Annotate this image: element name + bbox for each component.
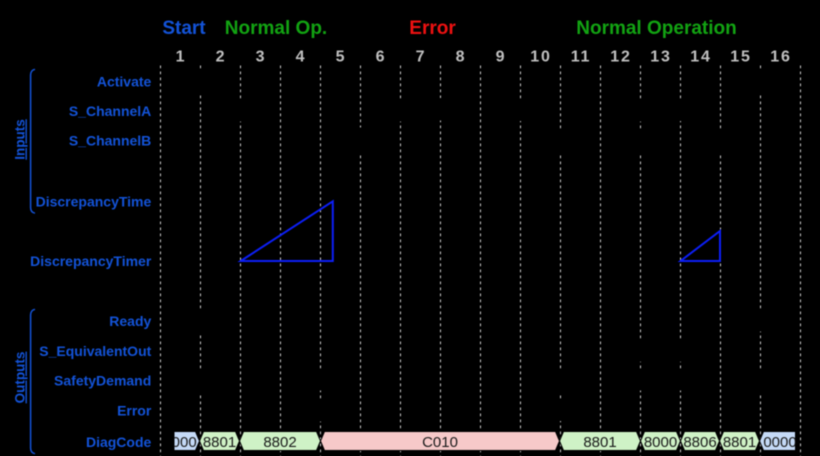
svg-text:8801: 8801 [583,434,616,451]
svg-text:8000: 8000 [644,434,677,451]
svg-text:S_ChannelA: S_ChannelA [69,103,151,119]
svg-text:8802: 8802 [263,434,296,451]
svg-text:4: 4 [296,49,307,66]
svg-text:1: 1 [176,49,187,66]
svg-text:14: 14 [690,49,711,66]
svg-text:0000: 0000 [763,434,796,451]
svg-text:13: 13 [650,49,671,66]
svg-text:Error: Error [409,18,456,39]
svg-text:7: 7 [416,49,427,66]
svg-text:11: 11 [571,49,592,66]
svg-text:5: 5 [336,49,347,66]
svg-text:Ready: Ready [109,313,151,329]
svg-text:DiagCode: DiagCode [86,434,152,450]
svg-text:8801: 8801 [203,434,236,451]
svg-text:S_ChannelB: S_ChannelB [69,133,151,149]
svg-text:DiscrepancyTimer: DiscrepancyTimer [30,253,152,269]
svg-text:9: 9 [496,49,507,66]
svg-text:8: 8 [456,49,467,66]
svg-text:8801: 8801 [723,434,756,451]
svg-text:DiscrepancyTime: DiscrepancyTime [36,194,152,210]
svg-text:8000: 8000 [163,434,196,451]
svg-text:SafetyDemand: SafetyDemand [54,373,151,389]
svg-text:15: 15 [730,49,751,66]
svg-text:S_EquivalentOut: S_EquivalentOut [39,343,151,359]
svg-text:Inputs: Inputs [13,119,28,160]
svg-text:6: 6 [376,49,387,66]
svg-text:Error: Error [117,403,152,419]
svg-text:2: 2 [216,49,227,66]
svg-text:Normal Op.: Normal Op. [225,18,327,39]
svg-text:Start: Start [162,18,206,39]
svg-text:Activate: Activate [97,74,152,90]
svg-text:Normal Operation: Normal Operation [576,18,736,39]
svg-text:16: 16 [770,49,791,66]
svg-text:8806: 8806 [683,434,716,451]
svg-text:Outputs: Outputs [13,352,28,404]
svg-text:C010: C010 [422,434,458,451]
svg-text:10: 10 [530,49,551,66]
svg-text:3: 3 [256,49,267,66]
svg-text:12: 12 [610,49,631,66]
